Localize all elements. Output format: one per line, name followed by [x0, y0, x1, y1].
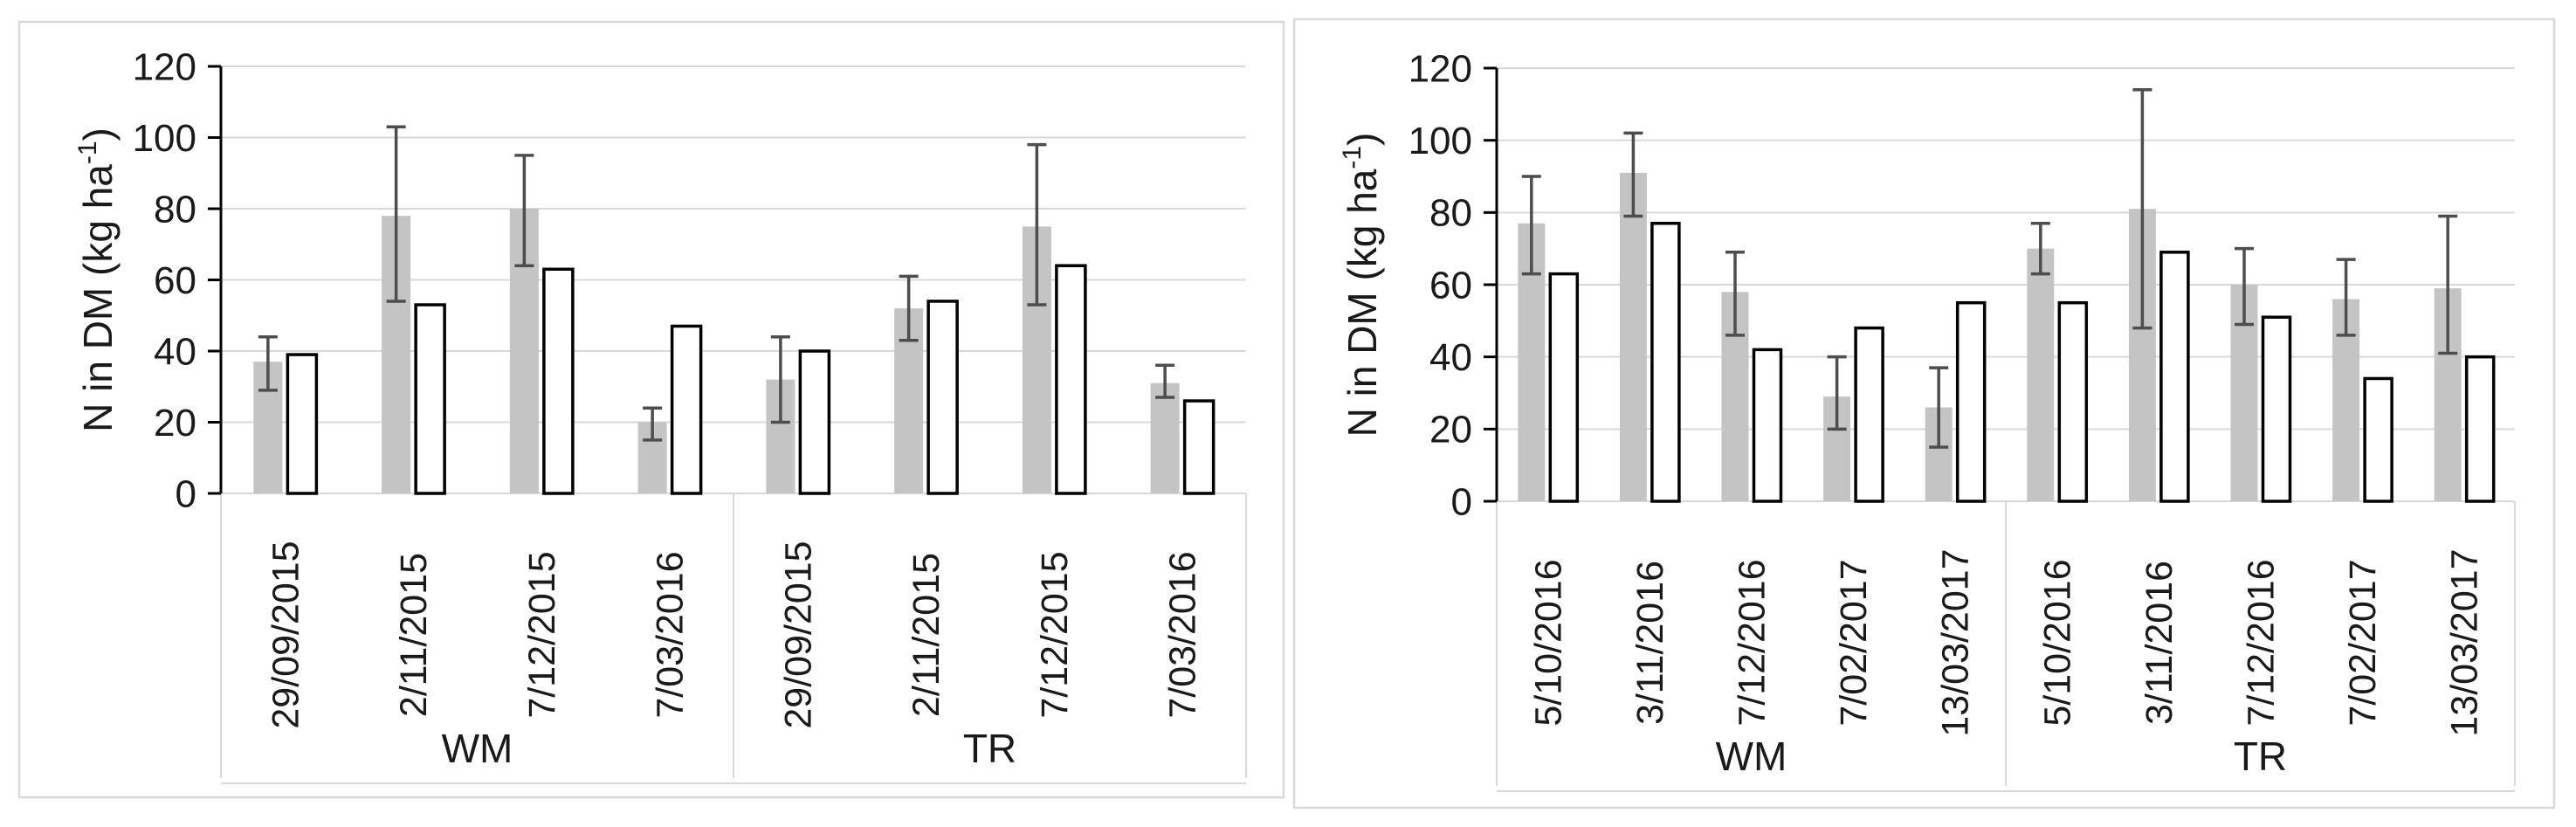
bar-white — [1854, 326, 1884, 503]
y-axis-title: N in DM (kg ha-1) — [73, 127, 121, 432]
x-category-label: 7/12/2016 — [2241, 559, 2283, 726]
y-axis-title: N in DM (kg ha-1) — [1338, 133, 1385, 438]
x-category-label: 7/03/2016 — [1162, 551, 1204, 718]
bar-white — [1752, 348, 1783, 503]
bar-white — [286, 353, 319, 495]
bar-gray — [2027, 248, 2055, 501]
x-group-label: TR — [2234, 734, 2287, 779]
x-category-label: 3/11/2016 — [2139, 561, 2180, 725]
x-category-label: 29/09/2015 — [777, 541, 819, 728]
y-tick-label: 120 — [1409, 47, 1472, 90]
x-category-label: 7/03/2016 — [650, 551, 692, 718]
bar-white — [926, 300, 959, 495]
y-tick-label: 120 — [133, 45, 196, 88]
y-tick-label: 60 — [1429, 264, 1472, 307]
bar-white — [542, 267, 575, 495]
bar-white — [670, 324, 703, 495]
bar-white — [2363, 376, 2393, 503]
y-tick-label: 0 — [1451, 480, 1472, 523]
x-category-label: 7/12/2016 — [1732, 559, 1774, 726]
bar-white — [1955, 300, 1987, 503]
y-tick-label: 100 — [1409, 120, 1472, 162]
x-category-label: 3/11/2016 — [1629, 561, 1671, 725]
x-category-label: 7/12/2015 — [1034, 551, 1076, 718]
y-tick-label: 40 — [1429, 336, 1472, 379]
y-tick-label: 80 — [1429, 192, 1472, 235]
right-chart: 0 20 40 60 80 100 120 5/10/2016 3/11/2016 7/12/20… — [1292, 17, 2556, 810]
y-tick-label: 60 — [154, 259, 196, 302]
bar-white — [1548, 272, 1580, 503]
x-category-label: 13/03/2017 — [2444, 548, 2486, 736]
y-tick-label: 40 — [154, 330, 196, 373]
bar-white — [2464, 355, 2496, 503]
x-category-label: 2/11/2015 — [906, 553, 947, 717]
left-chart: 0 20 40 60 80 100 120 29/09/2015 2/11/2015 7/12/2… — [17, 20, 1285, 799]
x-group-label: TR — [963, 726, 1016, 771]
bar-white — [1182, 399, 1216, 495]
bar-white — [1650, 221, 1681, 503]
x-category-label: 29/09/2015 — [265, 541, 307, 728]
bar-white — [2159, 251, 2190, 503]
x-category-label: 7/12/2015 — [521, 551, 563, 718]
bar-gray — [1619, 172, 1647, 501]
bar-white — [2261, 315, 2292, 503]
y-tick-label: 20 — [1429, 409, 1472, 451]
bar-white — [2057, 300, 2089, 503]
x-category-label: 5/10/2016 — [1527, 559, 1569, 726]
x-group-label: WM — [1716, 734, 1787, 779]
y-tick-label: 0 — [176, 472, 196, 515]
x-category-label: 5/10/2016 — [2036, 559, 2078, 726]
x-group-label: WM — [442, 726, 513, 771]
y-tick-label: 20 — [154, 402, 196, 445]
x-category-label: 2/11/2015 — [393, 553, 435, 717]
bar-gray — [1150, 382, 1180, 493]
bar-white — [1055, 264, 1087, 495]
bar-white — [414, 303, 446, 495]
x-category-label: 13/03/2017 — [1935, 548, 1977, 736]
x-category-label: 7/02/2017 — [2342, 559, 2384, 726]
y-tick-label: 80 — [154, 188, 196, 231]
bar-white — [798, 349, 831, 495]
y-tick-label: 100 — [133, 117, 196, 160]
x-category-label: 7/02/2017 — [1833, 559, 1875, 726]
